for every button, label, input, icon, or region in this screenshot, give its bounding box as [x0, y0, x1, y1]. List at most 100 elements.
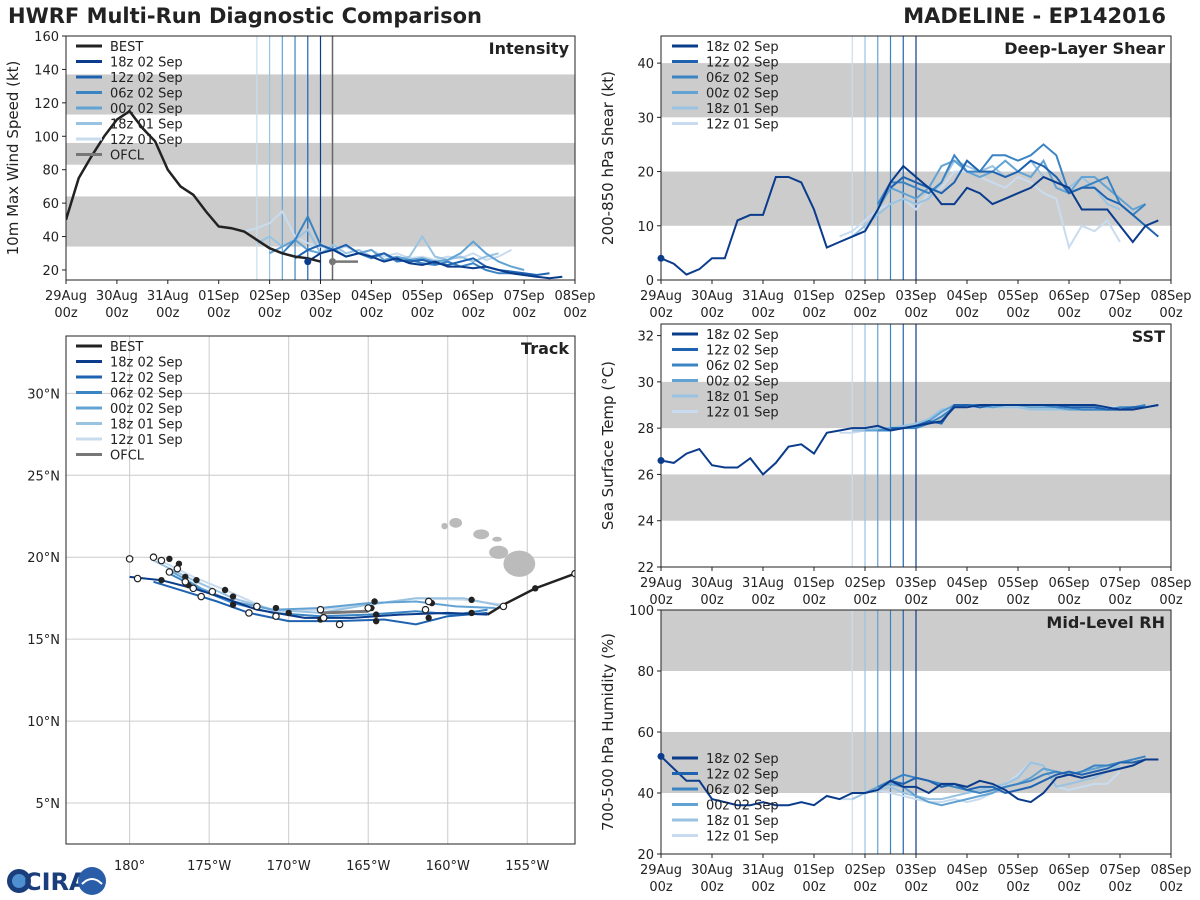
x-tick-label: 31Aug	[147, 289, 189, 304]
legend-label: 12z 01 Sep	[706, 406, 779, 421]
y-axis-label: 10m Max Wind Speed (kt)	[4, 61, 22, 256]
legend-label: 12z 02 Sep	[706, 768, 779, 783]
track-point-open	[197, 592, 206, 601]
x-tick-sublabel: 00z	[904, 306, 928, 321]
legend-label: 12z 01 Sep	[706, 830, 779, 845]
x-tick-label: 02Sep	[844, 863, 885, 878]
legend-label: OFCL	[110, 449, 145, 464]
logo-text: CIRA	[24, 868, 88, 896]
track-point-open	[499, 602, 508, 611]
y-tick-label: 100	[34, 130, 59, 145]
x-tick-sublabel: 00z	[751, 880, 775, 895]
storm-title: MADELINE - EP142016	[903, 4, 1166, 28]
intensity-chart: 20 40 60 80 100 120 140 160 29Aug 00z 30Aug 00z 31Au…	[4, 30, 596, 321]
y-tick-label: 40	[42, 231, 59, 246]
legend-label: 00z 02 Sep	[706, 375, 779, 390]
x-tick-label: 160°W	[426, 859, 470, 874]
ofcl-track-line	[320, 609, 369, 615]
panel-title: Deep-Layer Shear	[1004, 39, 1165, 58]
track-point-open	[364, 604, 373, 612]
legend-label: BEST	[110, 40, 143, 55]
legend-label: 18z 02 Sep	[706, 752, 779, 767]
x-tick-label: 06Sep	[1048, 289, 1089, 304]
x-tick-label: 30Aug	[96, 289, 138, 304]
x-tick-sublabel: 00z	[1057, 593, 1081, 608]
x-tick-label: 03Sep	[895, 289, 936, 304]
series-line	[890, 758, 1159, 795]
series-line	[851, 761, 1121, 801]
x-tick-sublabel: 00z	[360, 306, 384, 321]
x-tick-sublabel: 00z	[462, 306, 486, 321]
y-tick-label: 5°N	[36, 797, 61, 812]
island-shape	[473, 529, 490, 540]
track-point-filled	[158, 576, 165, 584]
x-tick-sublabel: 00z	[853, 880, 877, 895]
track-point-open	[253, 602, 261, 611]
x-tick-label: 29Aug	[640, 576, 682, 591]
forecast-track-line	[129, 575, 488, 619]
best-track-line	[486, 572, 575, 616]
legend-label: 00z 02 Sep	[706, 87, 779, 102]
series-point	[657, 457, 665, 465]
series-line	[889, 159, 1159, 238]
legend-label: 18z 02 Sep	[110, 356, 183, 371]
x-tick-sublabel: 00z	[1057, 306, 1081, 321]
y-tick-label: 40	[637, 57, 654, 72]
x-tick-sublabel: 00z	[904, 880, 928, 895]
x-tick-label: 03Sep	[895, 863, 936, 878]
legend-label: 06z 02 Sep	[110, 87, 183, 102]
x-tick-label: 07Sep	[1099, 863, 1140, 878]
legend-label: 18z 02 Sep	[110, 56, 183, 71]
x-tick-sublabel: 00z	[105, 306, 129, 321]
track-point-open	[133, 574, 142, 583]
x-tick-sublabel: 00z	[700, 593, 724, 608]
legend-label: 06z 02 Sep	[706, 71, 779, 86]
track-point-filled	[371, 598, 378, 605]
series-line	[851, 159, 1121, 238]
x-tick-label: 05Sep	[402, 289, 443, 304]
y-axis-label: 200-850 hPa Shear (kt)	[599, 71, 617, 245]
track-point-open	[421, 605, 430, 614]
track-point-filled	[372, 617, 380, 625]
x-tick-label: 170°W	[267, 859, 311, 874]
series-point	[657, 752, 665, 760]
track-point-filled	[229, 593, 237, 600]
x-tick-label: 29Aug	[45, 289, 87, 304]
x-tick-sublabel: 00z	[1057, 880, 1081, 895]
x-tick-sublabel: 00z	[1159, 593, 1183, 608]
x-tick-label: 29Aug	[640, 289, 682, 304]
x-tick-sublabel: 00z	[1159, 880, 1183, 895]
x-tick-sublabel: 00z	[700, 306, 724, 321]
x-tick-label: 08Sep	[1150, 863, 1191, 878]
x-tick-label: 06Sep	[453, 289, 494, 304]
x-tick-label: 31Aug	[742, 863, 784, 878]
x-tick-sublabel: 00z	[649, 880, 673, 895]
x-tick-sublabel: 00z	[802, 880, 826, 895]
x-tick-sublabel: 00z	[207, 306, 231, 321]
x-tick-label: 01Sep	[198, 289, 239, 304]
track-point-filled	[425, 614, 432, 622]
y-tick-label: 30°N	[27, 387, 60, 402]
rh-chart: 20 40 60 80 100 29Aug 00z 30Aug 00z 31Aug 00z 01Sep…	[599, 604, 1192, 895]
x-tick-sublabel: 00z	[563, 306, 587, 321]
y-tick-label: 120	[34, 97, 59, 112]
y-tick-label: 160	[34, 30, 59, 45]
y-tick-label: 20	[42, 264, 59, 279]
logo-seal-wave	[81, 878, 103, 885]
plot-frame	[65, 335, 576, 845]
x-tick-label: 04Sep	[946, 576, 987, 591]
y-tick-label: 20°N	[27, 551, 60, 566]
legend-label: 00z 02 Sep	[110, 102, 183, 117]
legend-label: 00z 02 Sep	[706, 799, 779, 814]
x-tick-sublabel: 00z	[751, 593, 775, 608]
legend-label: 12z 01 Sep	[706, 118, 779, 133]
track-point-open	[181, 578, 190, 586]
track-point-filled	[272, 604, 280, 612]
island-shape	[492, 536, 502, 542]
map-background	[66, 336, 575, 844]
shear-chart: 0 10 20 30 40 29Aug 00z 30Aug 00z 31Aug 00z 01Sep 00…	[599, 35, 1192, 321]
x-tick-label: 180°	[114, 859, 145, 874]
x-tick-label: 02Sep	[844, 289, 885, 304]
logo-globe-inner	[12, 874, 26, 888]
